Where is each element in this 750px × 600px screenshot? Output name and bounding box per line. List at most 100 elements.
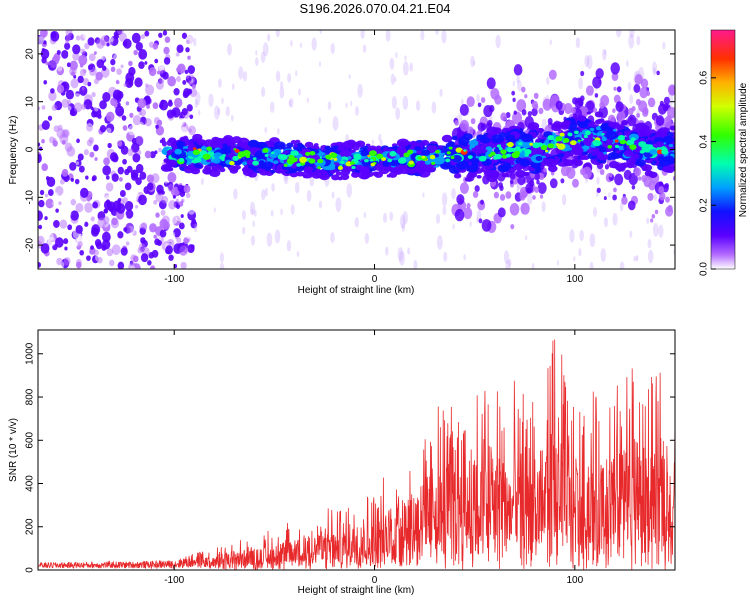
heatmap-cell: [656, 70, 660, 76]
heatmap-cell: [420, 30, 425, 41]
heatmap-cell: [663, 135, 675, 144]
heatmap-cell: [578, 77, 583, 90]
heatmap-cell: [80, 123, 88, 132]
heatmap-cell: [44, 193, 49, 198]
heatmap-cell: [627, 81, 632, 91]
heatmap-cell: [389, 57, 395, 70]
heatmap-cell: [262, 42, 269, 57]
heatmap-cell: [545, 158, 558, 168]
heatmap-cell: [280, 81, 284, 89]
heatmap-cell: [181, 108, 188, 116]
heatmap-cell: [152, 102, 159, 110]
heatmap-cell: [668, 143, 674, 148]
heatmap-cell: [50, 60, 58, 69]
heatmap-cell: [137, 98, 146, 109]
heatmap-cell: [563, 119, 571, 126]
heatmap-cell: [73, 102, 83, 113]
heatmap-cell: [345, 102, 348, 108]
heatmap-cell: [84, 42, 90, 50]
heatmap-cell: [272, 148, 282, 156]
heatmap-cell: [88, 53, 96, 62]
heatmap-cell: [445, 158, 451, 163]
heatmap-cell: [94, 106, 99, 112]
heatmap-cell: [573, 130, 579, 135]
heatmap-cell: [124, 96, 134, 108]
heatmap-cell: [70, 210, 79, 221]
figure-title: S196.2026.070.04.21.E04: [299, 1, 451, 16]
heatmap-cell: [160, 99, 165, 105]
heatmap-cell: [290, 40, 293, 47]
heatmap-cell: [250, 235, 256, 246]
heatmap-cell: [610, 62, 620, 75]
heatmap-cell: [237, 151, 246, 158]
heatmap-cell: [105, 175, 110, 180]
heatmap-cell: [557, 152, 565, 158]
heatmap-cell: [578, 248, 582, 257]
heatmap-cell: [89, 151, 95, 158]
heatmap-cell: [560, 178, 565, 184]
heatmap-cell: [247, 139, 260, 148]
heatmap-cell: [164, 36, 171, 44]
heatmap-cell: [166, 109, 175, 119]
heatmap-cell: [447, 141, 456, 147]
heatmap-cell: [619, 202, 624, 212]
heatmap-cell: [608, 172, 613, 178]
heatmap-cell: [161, 195, 169, 204]
heatmap-cell: [134, 71, 141, 79]
heatmap-cell: [272, 160, 279, 165]
heatmap-cell: [40, 30, 48, 38]
heatmap-cell: [175, 211, 185, 222]
heatmap-cell: [168, 254, 174, 261]
heatmap-cell: [420, 165, 428, 171]
heatmap-cell: [123, 83, 127, 87]
heatmap-cell: [64, 142, 73, 152]
heatmap-cell: [144, 95, 151, 104]
heatmap-cell: [62, 202, 70, 212]
heatmap-cell: [485, 146, 492, 151]
heatmap-cell: [69, 67, 77, 77]
heatmap-cell: [72, 44, 81, 55]
heatmap-cell: [466, 202, 471, 209]
heatmap-cell: [85, 123, 94, 132]
heatmap-ytick-label: -20: [25, 237, 36, 252]
heatmap-cell: [277, 128, 280, 135]
heatmap-cell: [176, 140, 186, 148]
heatmap-cell: [201, 145, 209, 151]
heatmap-cell: [451, 187, 456, 200]
heatmap-cell: [50, 199, 54, 204]
heatmap-cell: [391, 95, 397, 109]
heatmap-cell: [534, 186, 540, 193]
heatmap-cell: [387, 158, 393, 163]
heatmap-cell: [183, 184, 191, 193]
heatmap-cell: [351, 165, 356, 170]
heatmap-cell: [635, 256, 638, 262]
heatmap-cell: [667, 204, 673, 212]
heatmap-cell: [219, 252, 225, 263]
snr-xtick-label: 100: [566, 575, 583, 586]
heatmap-cell: [131, 32, 141, 44]
heatmap-cell: [138, 194, 147, 206]
heatmap-cell: [644, 170, 654, 177]
heatmap-cell: [120, 145, 129, 155]
heatmap-cell: [70, 177, 74, 182]
heatmap-cell: [135, 135, 144, 146]
heatmap-cell: [185, 177, 190, 183]
heatmap-cell: [180, 261, 187, 269]
heatmap-cell: [221, 97, 224, 104]
heatmap-cell: [78, 165, 85, 173]
heatmap-cell: [261, 86, 266, 97]
heatmap-cell: [594, 93, 599, 98]
heatmap-cell: [152, 42, 159, 50]
heatmap-cell: [194, 163, 201, 168]
snr-ylabel: SNR (10 * v/v): [8, 418, 19, 482]
heatmap-cell: [631, 185, 636, 190]
heatmap-cell: [294, 181, 300, 194]
heatmap-cell: [38, 224, 43, 230]
heatmap-cell: [463, 254, 466, 261]
heatmap-cell: [185, 192, 191, 199]
heatmap-cell: [232, 155, 239, 161]
heatmap-cell: [222, 148, 232, 155]
heatmap-cell: [117, 140, 123, 147]
heatmap-cell: [662, 41, 666, 50]
